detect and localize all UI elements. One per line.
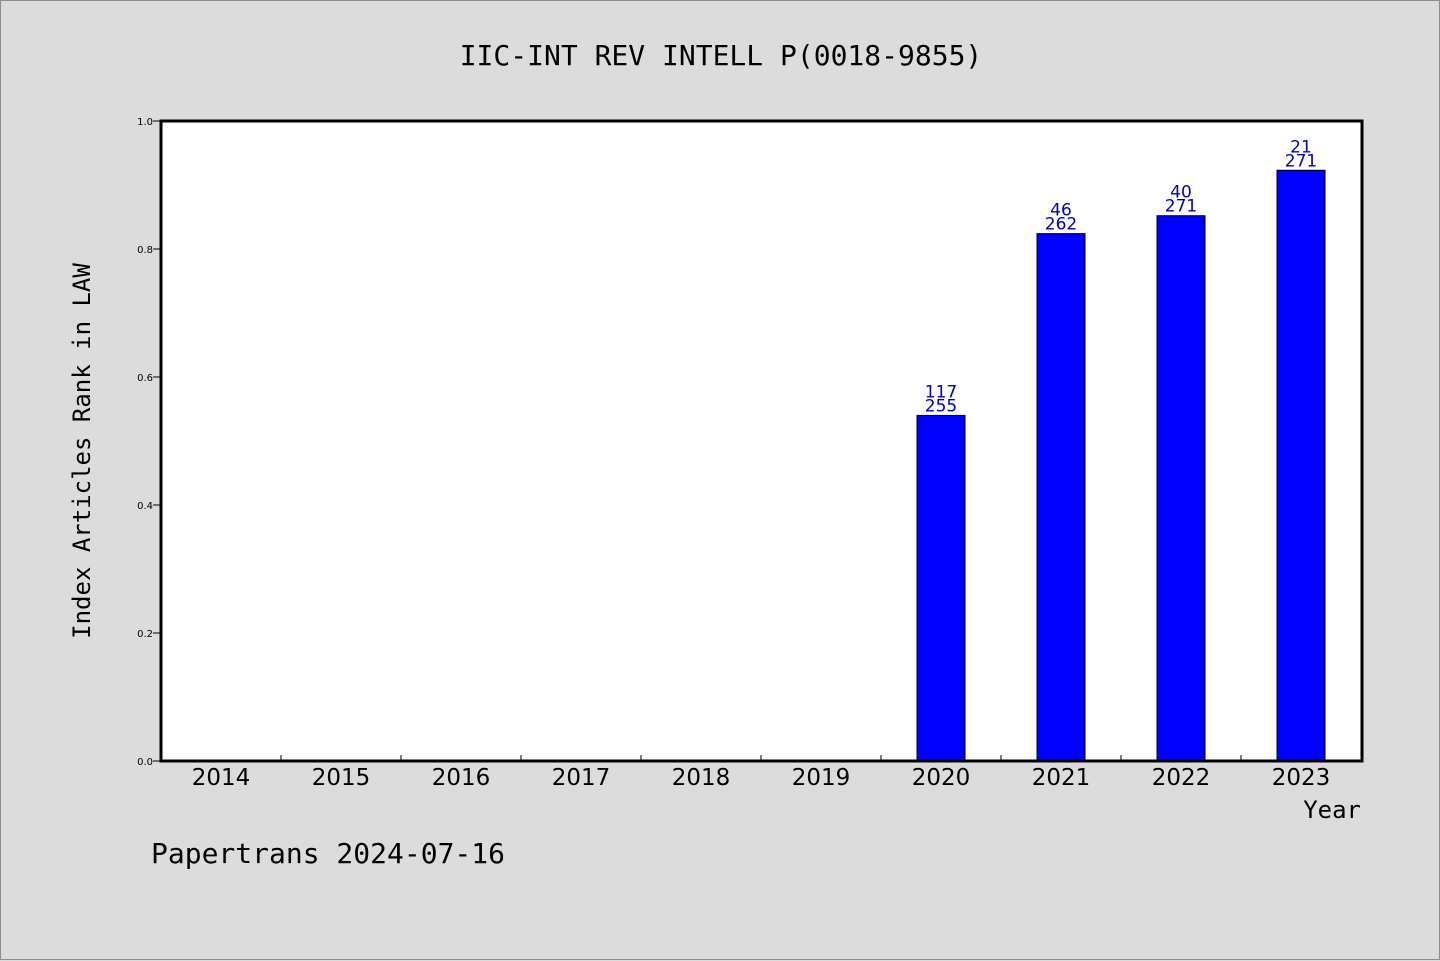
bar-2022 <box>1156 215 1206 762</box>
x-tick-label: 2017 <box>552 765 611 791</box>
bar-total-label: 271 <box>1285 151 1317 171</box>
x-tick-label: 2019 <box>792 765 851 791</box>
x-tick-label: 2018 <box>672 765 731 791</box>
y-ticks-group: 0.0 0.2 0.4 0.6 0.8 1.0 <box>137 117 161 768</box>
y-tick-label: 0.6 <box>137 373 153 384</box>
x-tick-label: 2014 <box>192 765 251 791</box>
plot-border <box>159 119 1364 763</box>
x-tick-label: 2023 <box>1272 765 1331 791</box>
x-tick-label: 2021 <box>1032 765 1091 791</box>
x-tick-label: 2015 <box>312 765 371 791</box>
x-tick-label: 2016 <box>432 765 491 791</box>
y-axis-label: Index Articles Rank in LAW <box>68 263 96 639</box>
x-tick-label: 2022 <box>1152 765 1211 791</box>
bars-group <box>916 169 1326 762</box>
y-tick-label: 0.8 <box>137 245 153 256</box>
y-tick-label: 0.4 <box>137 501 153 512</box>
footer-text: Papertrans 2024-07-16 <box>151 837 505 870</box>
bar-total-label: 262 <box>1045 215 1077 235</box>
bar-2020 <box>916 414 966 762</box>
x-axis-label: Year <box>1303 796 1361 824</box>
x-ticks-group: 2014 2015 2016 2017 2018 2019 2020 2021 2022 2023 <box>192 755 1331 791</box>
y-tick-label: 0.0 <box>137 757 153 768</box>
y-tick-label: 1.0 <box>137 117 153 128</box>
bar-total-label: 255 <box>925 396 957 416</box>
bar-2023 <box>1276 169 1326 762</box>
bar-total-label: 271 <box>1165 197 1197 217</box>
bar-rank-label: 117 <box>925 382 957 402</box>
bar-rank-label: 21 <box>1290 137 1312 157</box>
y-tick-label: 0.2 <box>137 629 153 640</box>
bar-rank-label: 40 <box>1170 183 1192 203</box>
chart-title: IIC-INT REV INTELL P(0018-9855) <box>460 39 983 72</box>
bar-rank-label: 46 <box>1050 201 1072 221</box>
x-tick-label: 2020 <box>912 765 971 791</box>
bar-2021 <box>1036 233 1086 762</box>
